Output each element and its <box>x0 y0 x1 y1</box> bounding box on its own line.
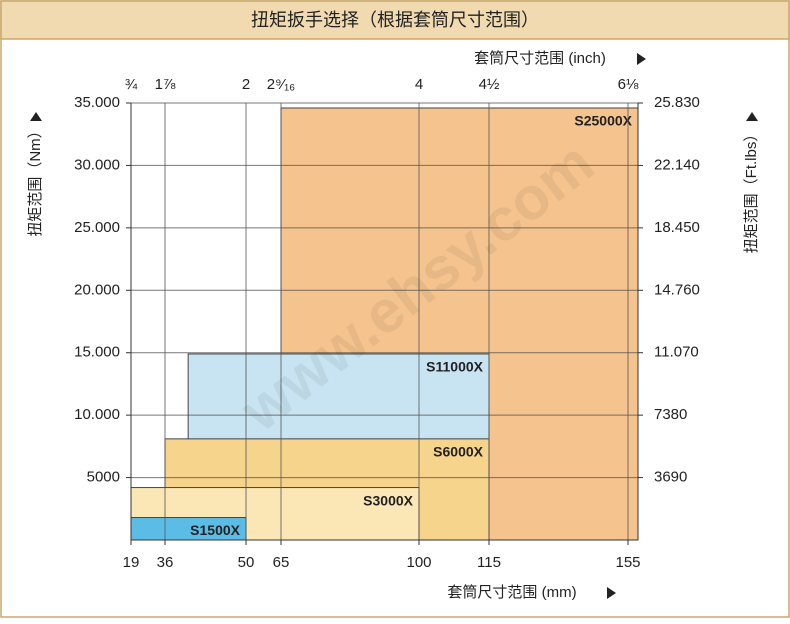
y2-tick-label: 14.760 <box>654 281 700 298</box>
x2-tick-label: 1⅞ <box>155 76 176 93</box>
x-tick-label: 155 <box>615 554 640 571</box>
y-tick-label: 10.000 <box>74 406 120 423</box>
x2-tick-label: ¾ <box>125 76 138 93</box>
y-tick-label: 20.000 <box>74 281 120 298</box>
y2-tick-label: 25.830 <box>654 94 700 111</box>
arrow <box>746 112 758 121</box>
y-tick-label: 30.000 <box>74 156 120 173</box>
bar-label: S1500X <box>190 522 240 538</box>
x2-axis-title: 套筒尺寸范围 (inch) <box>474 50 606 67</box>
title-bar <box>0 0 790 40</box>
x2-tick-label: 2⁹⁄₁₆ <box>267 76 295 93</box>
y-tick-label: 5000 <box>87 469 120 486</box>
bar-label: S6000X <box>433 444 483 460</box>
x-axis-title: 套筒尺寸范围 (mm) <box>447 584 576 601</box>
x2-tick-label: 4½ <box>479 76 500 93</box>
x2-tick-label: 6⅛ <box>618 76 639 93</box>
y2-tick-label: 18.450 <box>654 219 700 236</box>
y-tick-label: 35.000 <box>74 94 120 111</box>
y-axis-title: 扭矩范围（Nm） <box>27 123 44 236</box>
x-tick-label: 50 <box>238 554 255 571</box>
y2-tick-label: 11.070 <box>654 344 699 361</box>
y-tick-label: 15.000 <box>74 344 120 361</box>
y2-tick-label: 3690 <box>654 469 687 486</box>
bars: S25000X S11000X S6000X S3000X S1500X <box>130 107 639 541</box>
y2-tick-label: 7380 <box>654 406 687 423</box>
x-tick-label: 19 <box>123 554 140 571</box>
arrow <box>637 53 646 65</box>
bar-label: S25000X <box>574 113 632 129</box>
y-tick-label: 25.000 <box>74 219 120 236</box>
bar-label: S3000X <box>363 492 413 508</box>
y2-tick-label: 22.140 <box>654 156 700 173</box>
arrow <box>30 112 42 121</box>
x-tick-label: 115 <box>477 554 501 571</box>
x-tick-label: 100 <box>406 554 431 571</box>
x2-tick-label: 4 <box>415 76 423 93</box>
bar-label: S11000X <box>426 359 483 375</box>
x-tick-label: 65 <box>273 554 290 571</box>
x2-tick-label: 2 <box>242 76 250 93</box>
x-tick-label: 36 <box>157 554 174 571</box>
grid <box>131 102 638 540</box>
y2-axis-title: 扭矩范围（Ft.lbs） <box>743 127 760 254</box>
chart-title: 扭矩扳手选择（根据套筒尺寸范围） <box>251 10 539 30</box>
arrow <box>607 587 616 599</box>
